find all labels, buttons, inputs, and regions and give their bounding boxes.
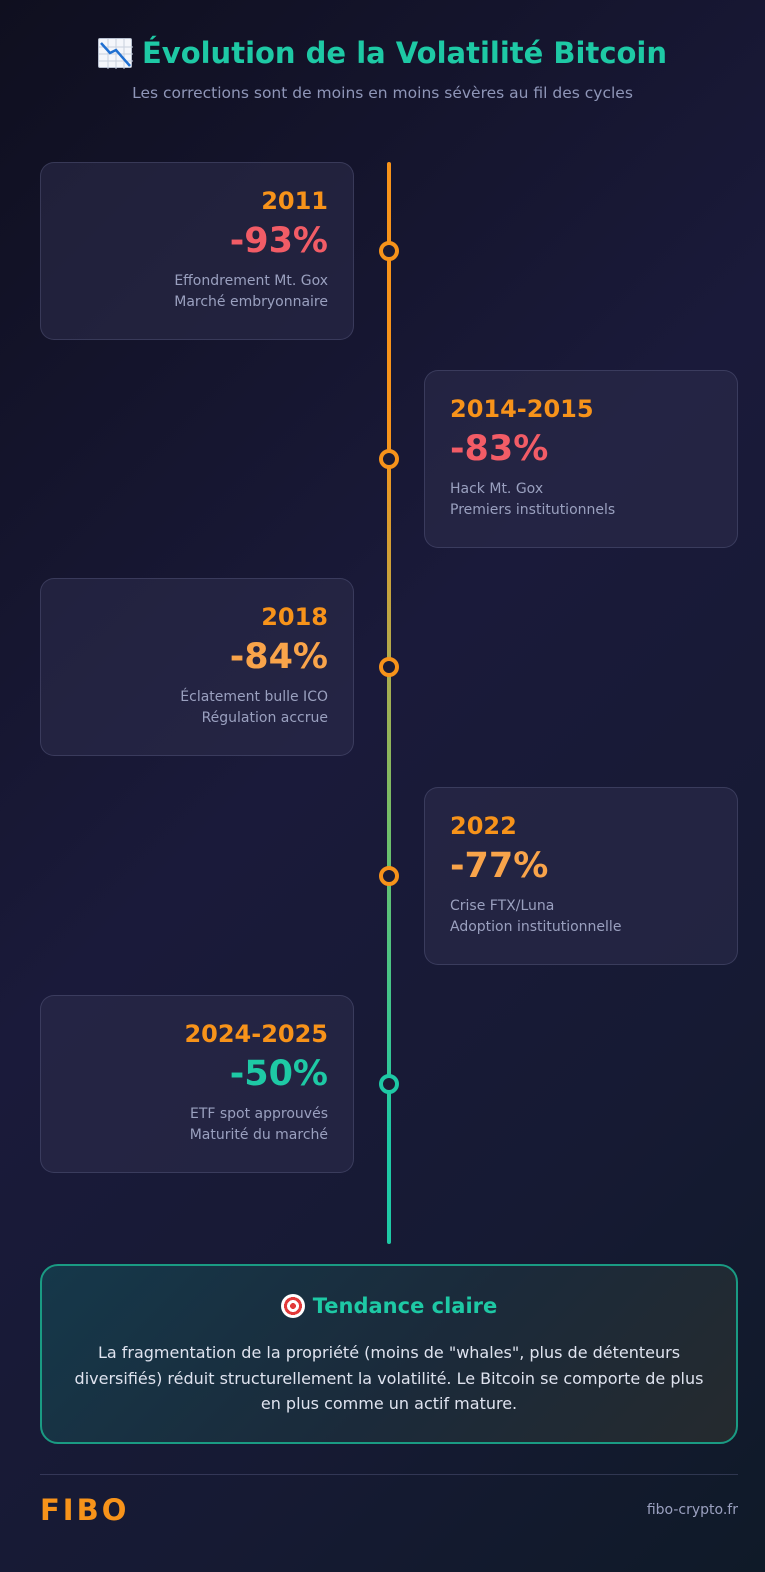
event-desc-line: Adoption institutionnelle [450, 919, 622, 935]
event-year: 2018 [261, 603, 328, 631]
event-year: 2022 [450, 812, 517, 840]
event-drop: -83% [450, 429, 549, 469]
event-desc-line: Premiers institutionnels [450, 502, 616, 518]
event-card-2011: 2011 -93% Effondrement Mt. Gox Marché em… [40, 162, 354, 340]
timeline-dot-2022 [379, 866, 399, 886]
event-year: 2014-2015 [450, 395, 594, 423]
timeline-dot-2024 [379, 1074, 399, 1094]
event-drop: -84% [229, 637, 328, 677]
event-drop: -93% [229, 221, 328, 261]
event-desc-line: ETF spot approuvés [189, 1106, 328, 1122]
event-drop: -77% [450, 846, 549, 886]
event-description: Effondrement Mt. Gox Marché embryonnaire [66, 271, 328, 313]
target-icon [280, 1294, 305, 1318]
trend-title-text: Tendance claire [312, 1294, 498, 1318]
event-description: Crise FTX/Luna Adoption institutionnelle [450, 896, 712, 938]
trend-text: La fragmentation de la propriété (moins … [74, 1343, 704, 1413]
fibo-logo: FIBO [40, 1493, 130, 1527]
event-description: ETF spot approuvés Maturité du marché [66, 1104, 328, 1146]
chart-decreasing-icon [97, 38, 133, 69]
subtitle: Les corrections sont de moins en moins s… [132, 84, 633, 102]
header: Évolution de la Volatilité Bitcoin Les c… [0, 36, 765, 102]
event-year: 2024-2025 [184, 1020, 328, 1048]
event-desc-line: Éclatement bulle ICO [180, 689, 328, 705]
event-card-2018: 2018 -84% Éclatement bulle ICO Régulatio… [40, 578, 354, 756]
timeline-line [387, 162, 391, 1244]
event-card-2024-2025: 2024-2025 -50% ETF spot approuvés Maturi… [40, 995, 354, 1173]
site-link[interactable]: fibo-crypto.fr [646, 1502, 738, 1518]
timeline-dot-2018 [379, 657, 399, 677]
event-drop: -50% [229, 1054, 328, 1094]
event-description: Hack Mt. Gox Premiers institutionnels [450, 479, 712, 521]
event-desc-line: Maturité du marché [189, 1127, 328, 1143]
trend-title: Tendance claire [280, 1294, 498, 1318]
timeline-dot-2014 [379, 449, 399, 469]
event-year: 2011 [261, 187, 328, 215]
title-text: Évolution de la Volatilité Bitcoin [141, 36, 668, 70]
timeline-dot-2011 [379, 241, 399, 261]
event-desc-line: Hack Mt. Gox [450, 481, 544, 497]
event-desc-line: Régulation accrue [201, 710, 328, 726]
footer-divider [40, 1474, 738, 1475]
event-desc-line: Effondrement Mt. Gox [174, 273, 328, 289]
trend-box: Tendance claire La fragmentation de la p… [40, 1264, 738, 1444]
event-desc-line: Crise FTX/Luna [450, 898, 555, 914]
page-title: Évolution de la Volatilité Bitcoin [97, 36, 668, 70]
event-card-2022: 2022 -77% Crise FTX/Luna Adoption instit… [424, 787, 738, 965]
event-card-2014-2015: 2014-2015 -83% Hack Mt. Gox Premiers ins… [424, 370, 738, 548]
event-description: Éclatement bulle ICO Régulation accrue [66, 687, 328, 729]
event-desc-line: Marché embryonnaire [174, 294, 328, 310]
